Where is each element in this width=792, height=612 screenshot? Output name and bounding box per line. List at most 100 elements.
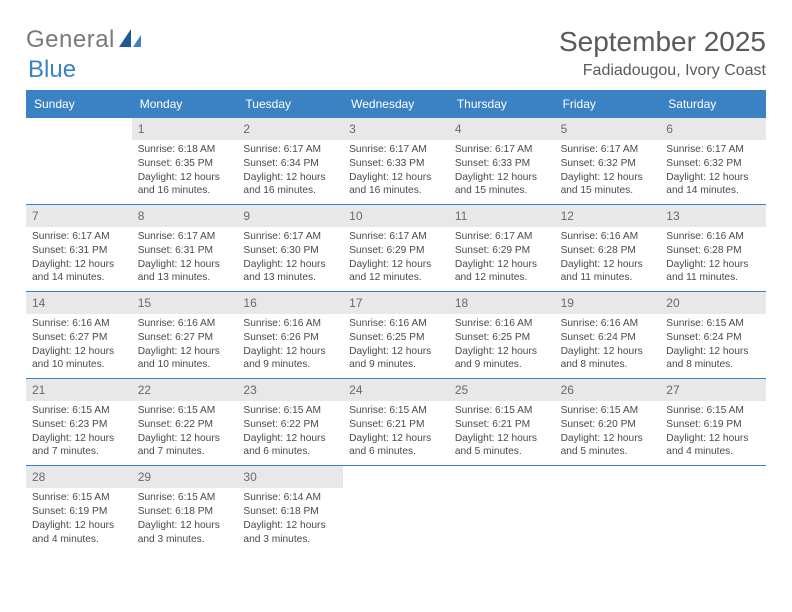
day-number: 7: [26, 205, 132, 227]
day-detail: Sunrise: 6:16 AMSunset: 6:25 PMDaylight:…: [449, 314, 555, 378]
day-number: 8: [132, 205, 238, 227]
sunrise-text: Sunrise: 6:16 AM: [32, 317, 126, 331]
calendar-cell: 21Sunrise: 6:15 AMSunset: 6:23 PMDayligh…: [26, 379, 132, 465]
logo: General: [26, 26, 143, 54]
day-number: 24: [343, 379, 449, 401]
day-detail: Sunrise: 6:17 AMSunset: 6:29 PMDaylight:…: [343, 227, 449, 291]
sunset-text: Sunset: 6:29 PM: [349, 244, 443, 258]
day-detail: Sunrise: 6:16 AMSunset: 6:24 PMDaylight:…: [555, 314, 661, 378]
calendar-cell: 2Sunrise: 6:17 AMSunset: 6:34 PMDaylight…: [237, 118, 343, 204]
calendar-cell: 17Sunrise: 6:16 AMSunset: 6:25 PMDayligh…: [343, 292, 449, 378]
daylight-text: Daylight: 12 hours and 9 minutes.: [243, 345, 337, 373]
sunset-text: Sunset: 6:27 PM: [138, 331, 232, 345]
sunset-text: Sunset: 6:33 PM: [455, 157, 549, 171]
sunrise-text: Sunrise: 6:15 AM: [349, 404, 443, 418]
calendar-cell: 1Sunrise: 6:18 AMSunset: 6:35 PMDaylight…: [132, 118, 238, 204]
daylight-text: Daylight: 12 hours and 9 minutes.: [455, 345, 549, 373]
week-row: 14Sunrise: 6:16 AMSunset: 6:27 PMDayligh…: [26, 292, 766, 379]
calendar-cell: 24Sunrise: 6:15 AMSunset: 6:21 PMDayligh…: [343, 379, 449, 465]
day-detail: Sunrise: 6:15 AMSunset: 6:18 PMDaylight:…: [132, 488, 238, 552]
sunset-text: Sunset: 6:19 PM: [666, 418, 760, 432]
day-detail: Sunrise: 6:16 AMSunset: 6:26 PMDaylight:…: [237, 314, 343, 378]
calendar-cell: 15Sunrise: 6:16 AMSunset: 6:27 PMDayligh…: [132, 292, 238, 378]
day-detail: Sunrise: 6:16 AMSunset: 6:28 PMDaylight:…: [660, 227, 766, 291]
daylight-text: Daylight: 12 hours and 7 minutes.: [138, 432, 232, 460]
calendar-cell: 5Sunrise: 6:17 AMSunset: 6:32 PMDaylight…: [555, 118, 661, 204]
day-header-fri: Friday: [555, 90, 661, 118]
sunrise-text: Sunrise: 6:16 AM: [561, 230, 655, 244]
sunrise-text: Sunrise: 6:15 AM: [666, 404, 760, 418]
day-number: 18: [449, 292, 555, 314]
day-header-wed: Wednesday: [343, 90, 449, 118]
sunset-text: Sunset: 6:33 PM: [349, 157, 443, 171]
sunset-text: Sunset: 6:31 PM: [32, 244, 126, 258]
sunset-text: Sunset: 6:22 PM: [243, 418, 337, 432]
sunrise-text: Sunrise: 6:17 AM: [349, 230, 443, 244]
day-number: 30: [237, 466, 343, 488]
sunset-text: Sunset: 6:18 PM: [138, 505, 232, 519]
day-detail: Sunrise: 6:16 AMSunset: 6:28 PMDaylight:…: [555, 227, 661, 291]
day-number: 2: [237, 118, 343, 140]
sunrise-text: Sunrise: 6:16 AM: [243, 317, 337, 331]
daylight-text: Daylight: 12 hours and 13 minutes.: [243, 258, 337, 286]
week-row: 1Sunrise: 6:18 AMSunset: 6:35 PMDaylight…: [26, 118, 766, 205]
sunset-text: Sunset: 6:34 PM: [243, 157, 337, 171]
day-detail: Sunrise: 6:15 AMSunset: 6:20 PMDaylight:…: [555, 401, 661, 465]
daylight-text: Daylight: 12 hours and 4 minutes.: [666, 432, 760, 460]
daylight-text: Daylight: 12 hours and 14 minutes.: [666, 171, 760, 199]
daylight-text: Daylight: 12 hours and 6 minutes.: [349, 432, 443, 460]
day-number: 14: [26, 292, 132, 314]
day-detail: Sunrise: 6:17 AMSunset: 6:29 PMDaylight:…: [449, 227, 555, 291]
daylight-text: Daylight: 12 hours and 15 minutes.: [455, 171, 549, 199]
sunrise-text: Sunrise: 6:15 AM: [32, 491, 126, 505]
calendar-cell: 30 Sunrise: 6:14 AMSunset: 6:18 PMDayligh…: [237, 466, 343, 552]
daylight-text: Daylight: 12 hours and 9 minutes.: [349, 345, 443, 373]
sunrise-text: Sunrise: 6:16 AM: [666, 230, 760, 244]
day-number: 15: [132, 292, 238, 314]
day-number: 10: [343, 205, 449, 227]
calendar-cell: 20Sunrise: 6:15 AMSunset: 6:24 PMDayligh…: [660, 292, 766, 378]
day-number: 20: [660, 292, 766, 314]
calendar-cell: 25Sunrise: 6:15 AMSunset: 6:21 PMDayligh…: [449, 379, 555, 465]
day-number: 22: [132, 379, 238, 401]
day-header-sat: Saturday: [660, 90, 766, 118]
calendar-cell: [343, 466, 449, 552]
sunrise-text: Sunrise: 6:15 AM: [32, 404, 126, 418]
sunset-text: Sunset: 6:18 PM: [243, 505, 337, 519]
week-row: 28Sunrise: 6:15 AMSunset: 6:19 PMDayligh…: [26, 466, 766, 552]
location: Fadiadougou, Ivory Coast: [559, 62, 766, 80]
day-detail: Sunrise: 6:17 AMSunset: 6:33 PMDaylight:…: [449, 140, 555, 204]
day-number: 3: [343, 118, 449, 140]
daylight-text: Daylight: 12 hours and 3 minutes.: [243, 519, 337, 547]
day-number: 1: [132, 118, 238, 140]
daylight-text: Daylight: 12 hours and 10 minutes.: [32, 345, 126, 373]
sunrise-text: Sunrise: 6:17 AM: [138, 230, 232, 244]
day-detail: Sunrise: 6:17 AMSunset: 6:30 PMDaylight:…: [237, 227, 343, 291]
day-detail: Sunrise: 6:16 AMSunset: 6:25 PMDaylight:…: [343, 314, 449, 378]
day-number: 5: [555, 118, 661, 140]
day-number: 16: [237, 292, 343, 314]
day-header-sun: Sunday: [26, 90, 132, 118]
sunset-text: Sunset: 6:20 PM: [561, 418, 655, 432]
sunrise-text: Sunrise: 6:16 AM: [455, 317, 549, 331]
daylight-text: Daylight: 12 hours and 14 minutes.: [32, 258, 126, 286]
sunset-text: Sunset: 6:35 PM: [138, 157, 232, 171]
calendar-cell: 8Sunrise: 6:17 AMSunset: 6:31 PMDaylight…: [132, 205, 238, 291]
sunrise-text: Sunrise: 6:14 AM: [243, 491, 337, 505]
day-number: 11: [449, 205, 555, 227]
day-detail: Sunrise: 6:15 AMSunset: 6:21 PMDaylight:…: [343, 401, 449, 465]
calendar-cell: 12Sunrise: 6:16 AMSunset: 6:28 PMDayligh…: [555, 205, 661, 291]
calendar-cell: 3Sunrise: 6:17 AMSunset: 6:33 PMDaylight…: [343, 118, 449, 204]
sunrise-text: Sunrise: 6:17 AM: [349, 143, 443, 157]
calendar-cell: 9Sunrise: 6:17 AMSunset: 6:30 PMDaylight…: [237, 205, 343, 291]
logo-text-blue: Blue: [28, 56, 76, 83]
weeks-container: 1Sunrise: 6:18 AMSunset: 6:35 PMDaylight…: [26, 118, 766, 552]
day-detail: Sunrise: 6:17 AMSunset: 6:32 PMDaylight:…: [555, 140, 661, 204]
daylight-text: Daylight: 12 hours and 7 minutes.: [32, 432, 126, 460]
daylight-text: Daylight: 12 hours and 10 minutes.: [138, 345, 232, 373]
day-number: 19: [555, 292, 661, 314]
month-title: September 2025: [559, 26, 766, 58]
day-detail: Sunrise: 6:17 AMSunset: 6:31 PMDaylight:…: [132, 227, 238, 291]
day-number: 25: [449, 379, 555, 401]
day-number: 29: [132, 466, 238, 488]
